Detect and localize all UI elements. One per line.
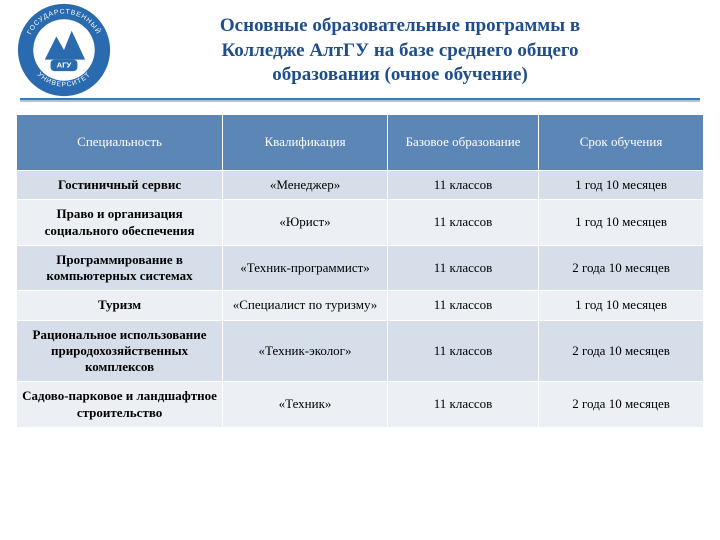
table-row: Туризм«Специалист по туризму»11 классов1… <box>17 291 704 320</box>
cell-duration: 2 года 10 месяцев <box>539 382 704 428</box>
cell-speciality: Садово-парковое и ландшафтное строительс… <box>17 382 223 428</box>
title-line-1: Основные образовательные программы в <box>120 14 680 39</box>
table-row: Гостиничный сервис«Менеджер»11 классов1 … <box>17 171 704 200</box>
cell-speciality: Рациональное использование природохозяйс… <box>17 320 223 382</box>
table-row: Рациональное использование природохозяйс… <box>17 320 704 382</box>
cell-speciality: Право и организация социального обеспече… <box>17 200 223 246</box>
cell-qualification: «Юрист» <box>223 200 388 246</box>
header-rule <box>20 98 700 102</box>
cell-base-education: 11 классов <box>387 171 538 200</box>
cell-base-education: 11 классов <box>387 382 538 428</box>
page-title: Основные образовательные программы в Кол… <box>20 14 700 88</box>
cell-qualification: «Техник» <box>223 382 388 428</box>
cell-duration: 1 год 10 месяцев <box>539 171 704 200</box>
logo-center-label: АГУ <box>57 60 72 69</box>
cell-speciality: Гостиничный сервис <box>17 171 223 200</box>
cell-qualification: «Техник-программист» <box>223 245 388 291</box>
cell-speciality: Программирование в компьютерных системах <box>17 245 223 291</box>
cell-duration: 2 года 10 месяцев <box>539 245 704 291</box>
cell-duration: 2 года 10 месяцев <box>539 320 704 382</box>
title-line-3: образования (очное обучение) <box>120 63 680 88</box>
col-speciality: Специальность <box>17 115 223 171</box>
table-header-row: Специальность Квалификация Базовое образ… <box>17 115 704 171</box>
cell-base-education: 11 классов <box>387 200 538 246</box>
table-row: Право и организация социального обеспече… <box>17 200 704 246</box>
cell-qualification: «Менеджер» <box>223 171 388 200</box>
col-duration: Срок обучения <box>539 115 704 171</box>
programs-table: Специальность Квалификация Базовое образ… <box>16 114 704 428</box>
header: ГОСУДАРСТВЕННЫЙ УНИВЕРСИТЕТ АГУ 1973 Осн… <box>0 0 720 102</box>
cell-base-education: 11 классов <box>387 291 538 320</box>
programs-table-wrap: Специальность Квалификация Базовое образ… <box>0 102 720 428</box>
cell-base-education: 11 классов <box>387 245 538 291</box>
cell-qualification: «Специалист по туризму» <box>223 291 388 320</box>
cell-base-education: 11 классов <box>387 320 538 382</box>
cell-duration: 1 год 10 месяцев <box>539 200 704 246</box>
col-base-education: Базовое образование <box>387 115 538 171</box>
title-line-2: Колледже АлтГУ на базе среднего общего <box>120 39 680 64</box>
col-qualification: Квалификация <box>223 115 388 171</box>
university-logo: ГОСУДАРСТВЕННЫЙ УНИВЕРСИТЕТ АГУ 1973 <box>16 2 112 98</box>
cell-duration: 1 год 10 месяцев <box>539 291 704 320</box>
table-row: Садово-парковое и ландшафтное строительс… <box>17 382 704 428</box>
logo-year: 1973 <box>59 71 70 77</box>
table-row: Программирование в компьютерных системах… <box>17 245 704 291</box>
cell-speciality: Туризм <box>17 291 223 320</box>
cell-qualification: «Техник-эколог» <box>223 320 388 382</box>
